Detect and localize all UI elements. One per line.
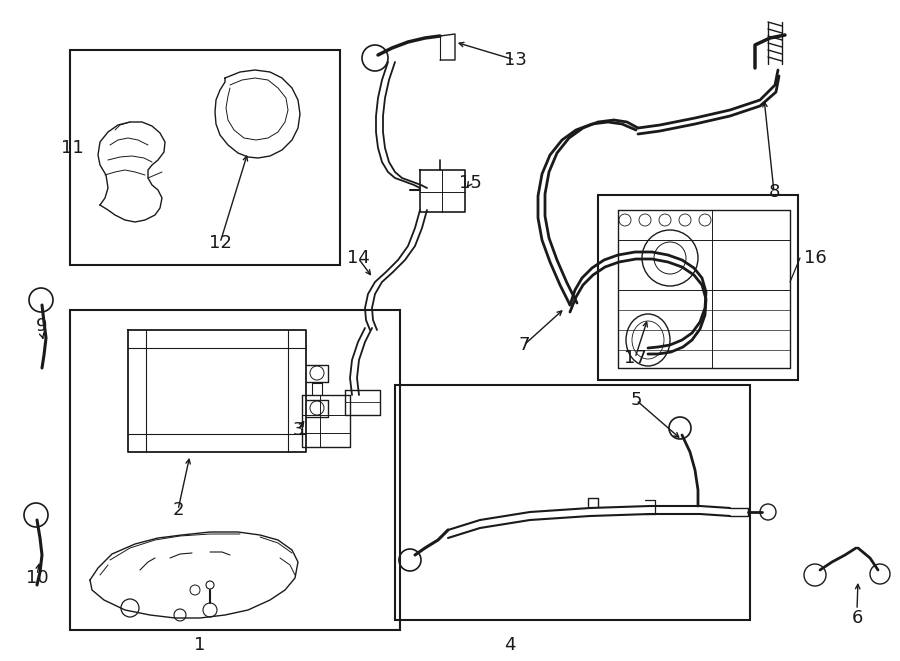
Bar bbox=[598, 195, 798, 380]
Text: 6: 6 bbox=[851, 609, 863, 627]
Text: 10: 10 bbox=[26, 569, 49, 587]
Text: 3: 3 bbox=[292, 421, 304, 439]
Text: 13: 13 bbox=[504, 51, 526, 69]
Bar bbox=[70, 50, 340, 265]
Circle shape bbox=[24, 503, 48, 527]
Text: 5: 5 bbox=[630, 391, 642, 409]
Circle shape bbox=[29, 288, 53, 312]
Text: 14: 14 bbox=[346, 249, 369, 267]
Text: 4: 4 bbox=[504, 636, 516, 654]
Text: 17: 17 bbox=[624, 349, 646, 367]
Text: 16: 16 bbox=[804, 249, 826, 267]
Text: 12: 12 bbox=[209, 234, 231, 252]
Text: 9: 9 bbox=[36, 317, 48, 335]
Text: 7: 7 bbox=[518, 336, 530, 354]
Text: 1: 1 bbox=[194, 636, 206, 654]
Text: 15: 15 bbox=[459, 174, 482, 192]
Text: 11: 11 bbox=[60, 139, 84, 157]
Bar bbox=[70, 310, 400, 630]
Bar bbox=[395, 385, 750, 620]
Text: 2: 2 bbox=[172, 501, 184, 519]
Text: 8: 8 bbox=[769, 183, 779, 201]
